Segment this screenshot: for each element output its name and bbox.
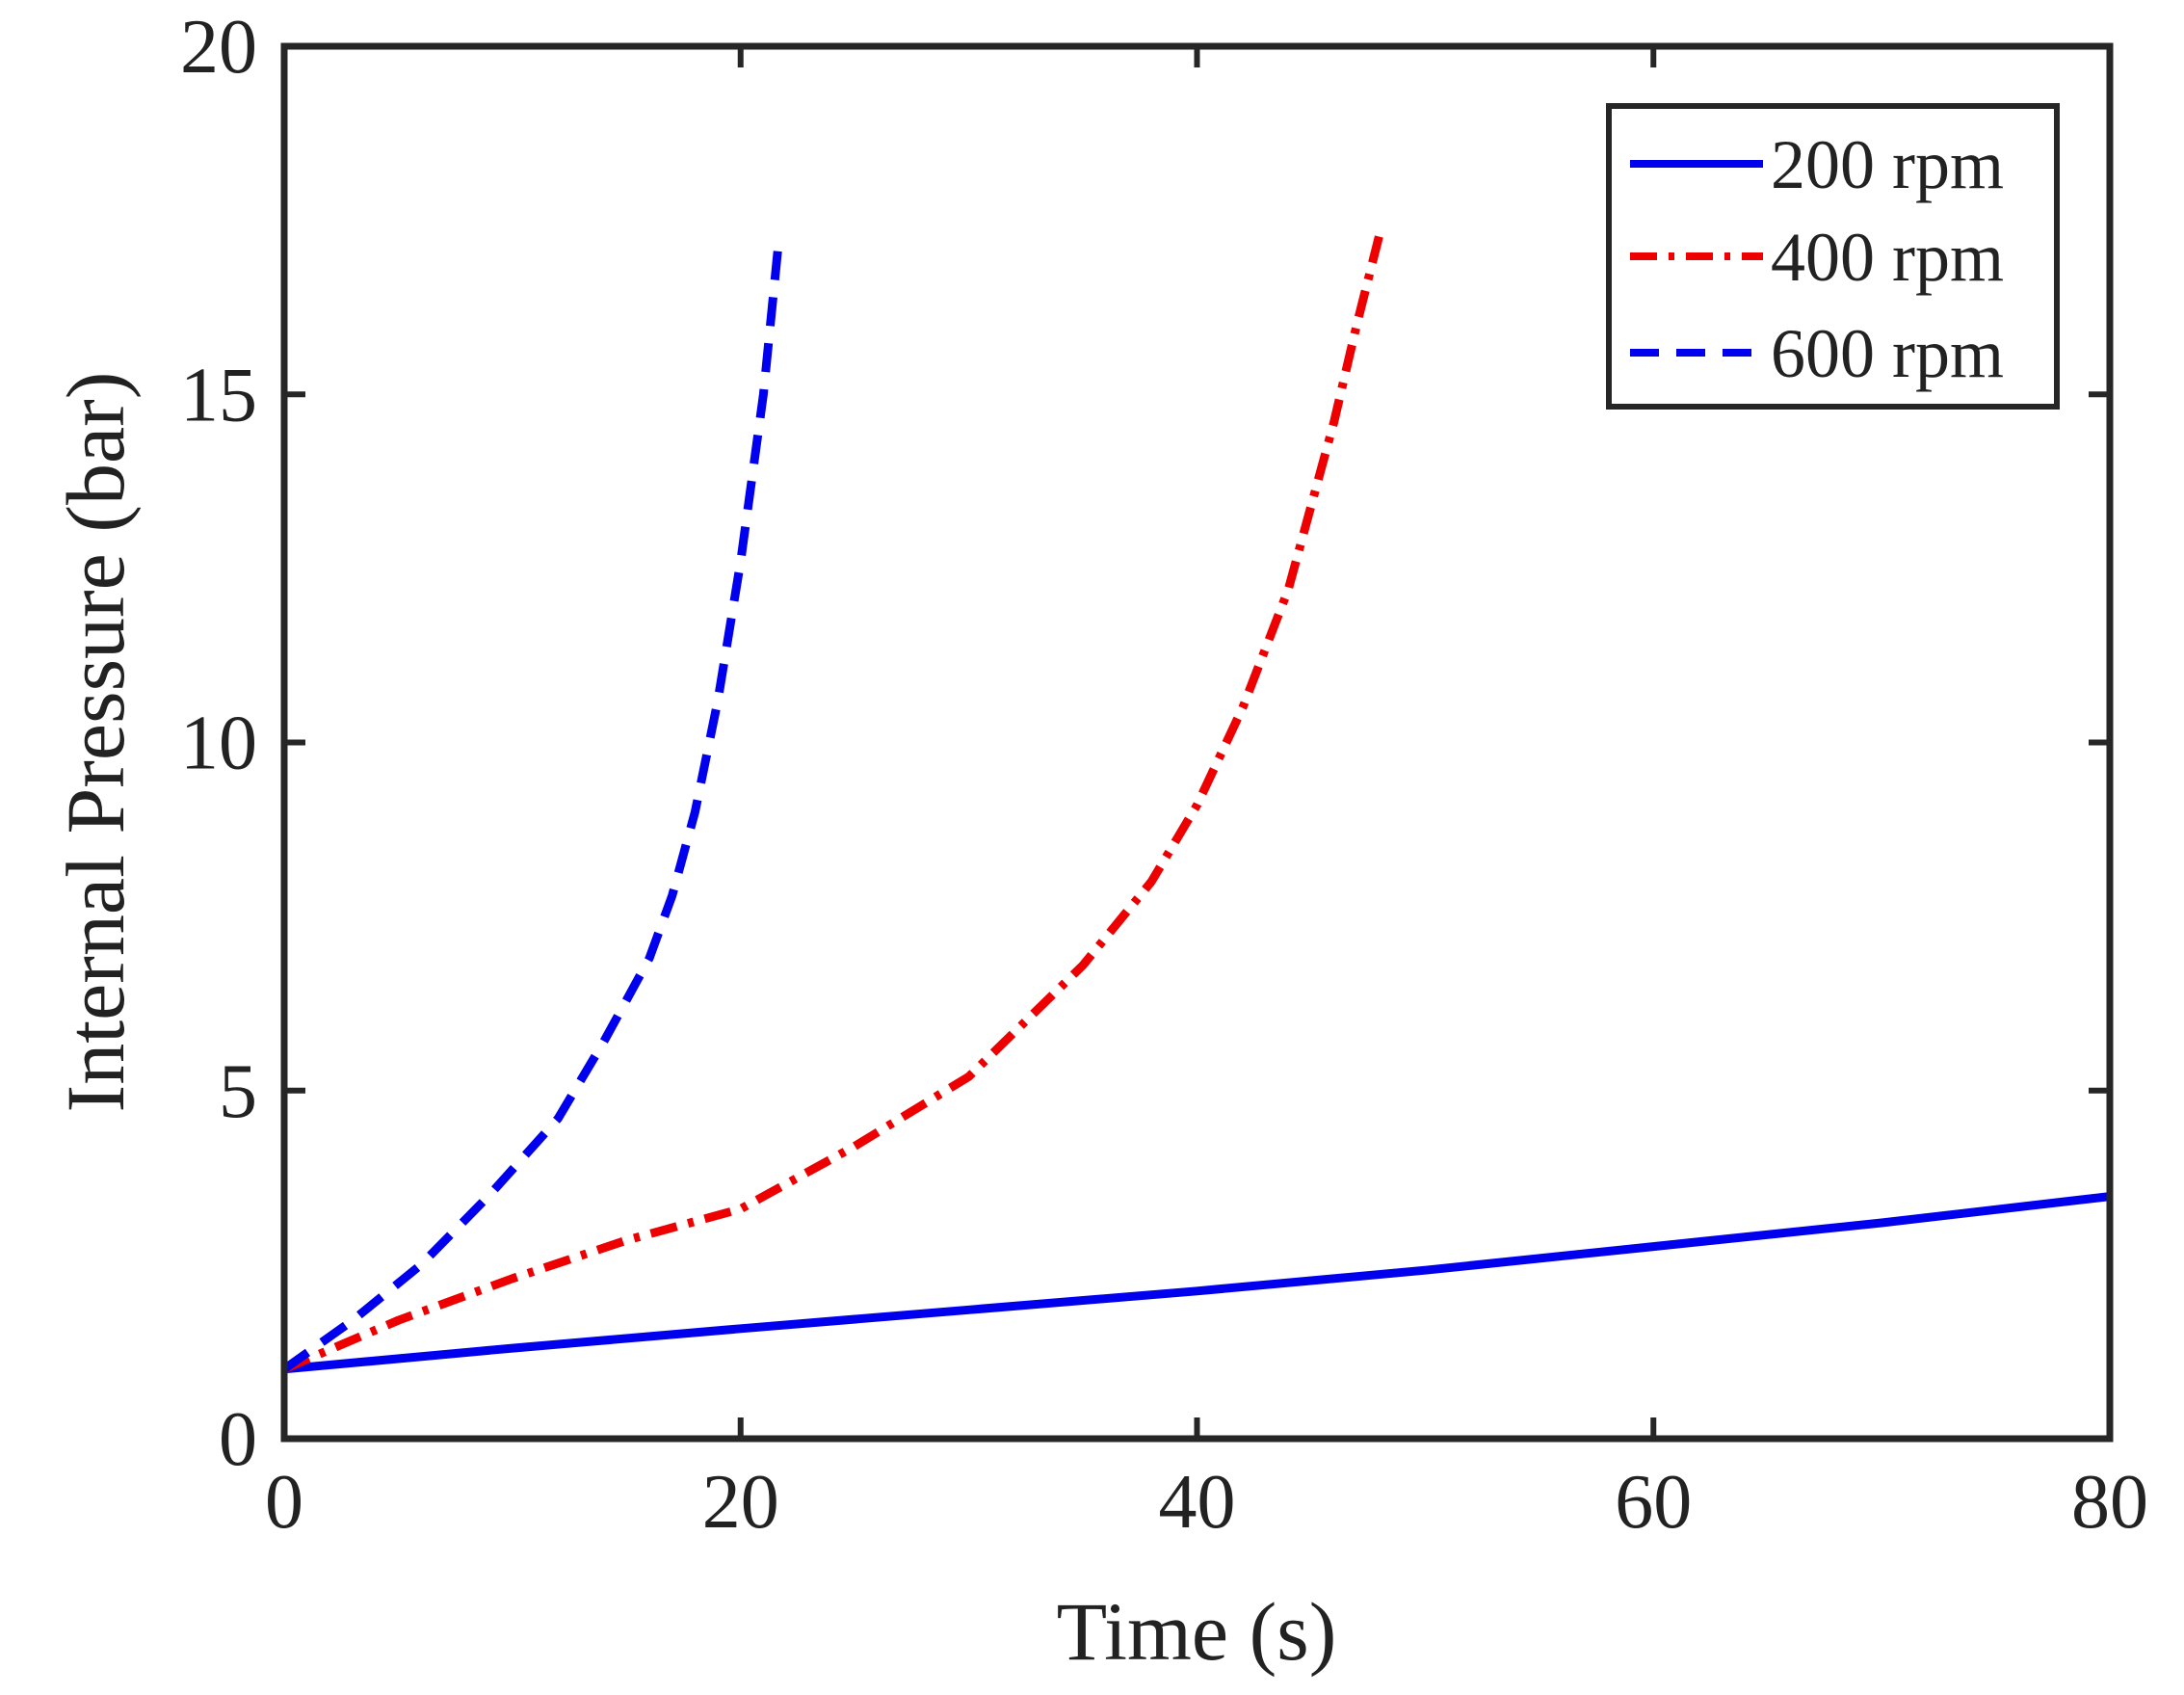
plot-frame [280,42,2114,1443]
series-line-200-rpm [283,1192,2111,1374]
x-tick-label-20: 20 [702,1460,779,1545]
y-tick-label-5: 5 [219,1049,257,1134]
x-tick-label-80: 80 [2071,1460,2148,1545]
x-tick-label-60: 60 [1615,1460,1692,1545]
y-axis-title: Internal Pressure (bar) [49,372,142,1113]
legend-label-400-rpm: 400 rpm [1771,219,2004,296]
legend-label-600-rpm: 600 rpm [1771,315,2004,392]
x-tick-label-40: 40 [1159,1460,1236,1545]
legend: 200 rpm 400 rpm 600 rpm [1606,103,2060,410]
series-layer [281,232,2111,1374]
y-tick-label-0: 0 [219,1397,257,1482]
y-tick-label-20: 20 [180,5,257,90]
x-axis-title: Time (s) [1057,1585,1337,1678]
series-line-400-rpm [282,232,1384,1373]
series-line-600-rpm [281,233,784,1373]
y-tick-label-15: 15 [180,353,257,437]
legend-label-200-rpm: 200 rpm [1771,126,2004,203]
y-tick-label-10: 10 [180,702,257,786]
x-tick-label-0: 0 [265,1460,303,1545]
ticks-layer: 0 20 40 60 80 0 5 10 15 20 [180,5,2148,1545]
